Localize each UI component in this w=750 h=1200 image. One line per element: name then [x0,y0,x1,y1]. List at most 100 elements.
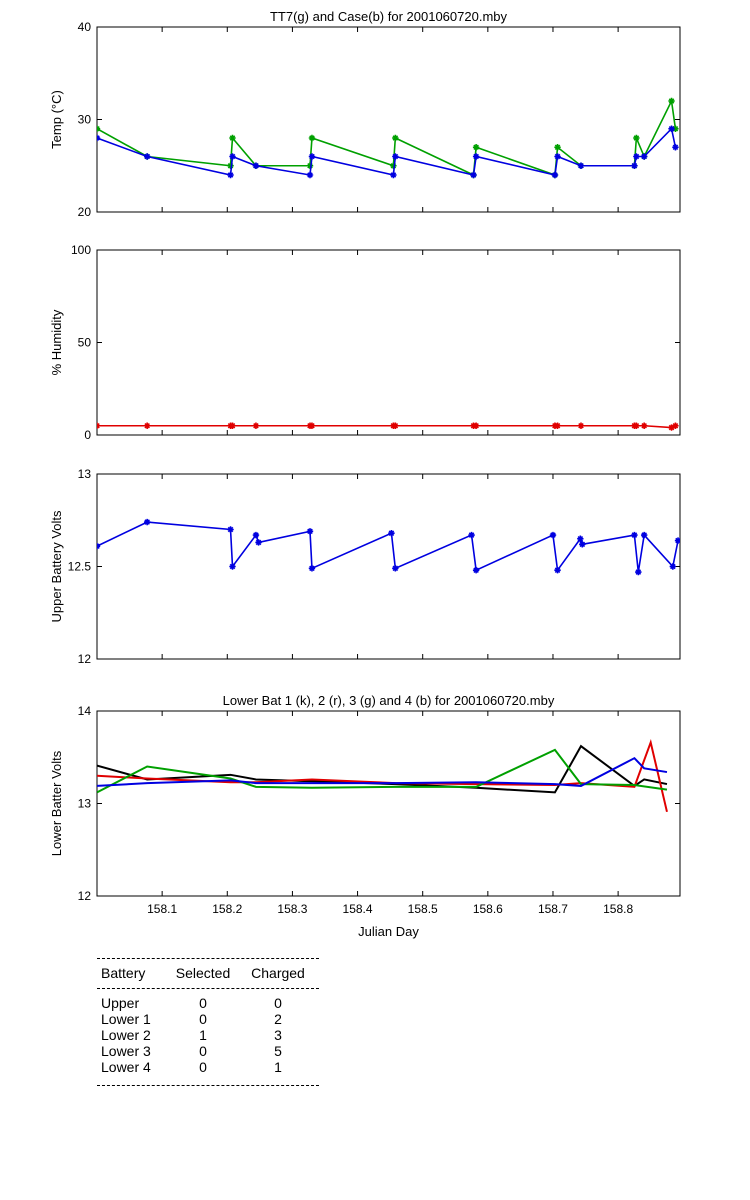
data-point [668,125,675,132]
data-point [97,125,101,132]
data-point [392,422,399,429]
selected-value: 1 [199,1027,207,1043]
charged-value: 3 [274,1027,282,1043]
series-line [97,756,668,787]
data-point [577,535,584,542]
series-line [97,521,679,573]
header-charged: Charged [251,965,305,981]
selected-value: 0 [199,995,207,1011]
y-tick-label: 12.5 [68,560,92,574]
data-point [229,153,236,160]
data-point [143,518,151,526]
battery-name: Lower 1 [101,1011,151,1027]
data-point [143,153,151,160]
data-point [674,537,680,544]
data-point [470,171,477,179]
data-point [97,134,101,142]
table-row: Lower 2 1 3 [97,1027,319,1043]
data-point [97,542,101,550]
data-point [633,422,640,429]
data-point [633,153,640,160]
data-point [549,531,557,539]
table-row: Upper 0 0 [97,995,319,1011]
y-axis-label: Upper Battery Volts [49,510,64,622]
battery-name: Lower 3 [101,1043,151,1059]
data-point [306,171,314,179]
data-point [672,422,679,429]
charged-value: 1 [274,1059,282,1075]
series-line [97,127,677,176]
data-point [229,563,236,570]
data-point [392,153,399,160]
data-point [308,134,316,142]
chart-title: Lower Bat 1 (k), 2 (r), 3 (g) and 4 (b) … [223,693,555,708]
data-point [392,134,399,142]
data-point [252,162,260,169]
selected-value: 0 [199,1043,207,1059]
y-tick-label: 13 [78,797,92,811]
header-selected: Selected [175,965,231,981]
battery-name: Lower 4 [101,1059,151,1075]
data-point [392,565,399,572]
table-row: Lower 4 0 1 [97,1059,319,1075]
plot-frame [96,249,681,436]
data-point [554,144,561,151]
data-point [640,422,648,429]
y-tick-label: 13 [78,467,92,481]
data-point [227,526,234,533]
series-line [97,748,668,794]
data-point [255,539,262,546]
y-tick-label: 100 [71,243,91,257]
x-tick-label: 158.6 [473,902,503,916]
table-top-rule [97,958,319,959]
data-point [390,162,397,169]
data-point [669,563,677,570]
y-tick-label: 40 [78,20,92,34]
chart-panel-3: 12 12.5 13 Upper Battery Volts [49,467,681,666]
data-point [143,422,151,429]
data-point [668,424,675,431]
battery-name: Upper [101,995,140,1011]
x-tick-label: 158.8 [603,902,633,916]
data-point [631,531,638,539]
y-tick-label: 12 [78,652,92,666]
y-axis-label: Temp (°C) [49,90,64,149]
battery-status-table: Battery Selected Charged Upper 0 0 Lower… [97,958,319,1086]
data-point [472,144,480,151]
data-point [579,541,586,548]
data-point [554,567,561,574]
series-line [97,424,676,429]
data-point [631,162,638,169]
data-point [472,153,480,160]
y-tick-label: 0 [84,428,91,442]
table-header-rule [97,988,319,989]
x-tick-label: 158.3 [277,902,307,916]
data-point [306,528,314,535]
table-header-row: Battery Selected Charged [97,962,319,984]
x-tick-label: 158.7 [538,902,568,916]
x-tick-label: 158.5 [408,902,438,916]
data-point [472,422,480,429]
data-point [554,153,561,160]
data-point [308,422,316,429]
y-tick-label: 20 [78,205,92,219]
table-bottom-rule [97,1085,319,1086]
data-point [229,422,236,429]
data-point [227,162,234,169]
y-tick-label: 50 [78,336,92,350]
y-axis-label: % Humidity [49,309,64,375]
data-point [672,144,679,151]
series-lower-3 [97,748,668,794]
data-point [472,567,480,574]
data-point [468,531,475,539]
charged-value: 5 [274,1043,282,1059]
plot-frame [96,473,681,660]
series-humidity [97,422,679,431]
y-tick-label: 12 [78,889,92,903]
header-battery: Battery [101,965,146,981]
x-tick-label: 158.4 [343,902,373,916]
plot-frame [96,26,681,213]
chart-title: TT7(g) and Case(b) for 2001060720.mby [270,9,508,24]
data-point [308,565,316,572]
battery-name: Lower 2 [101,1027,151,1043]
